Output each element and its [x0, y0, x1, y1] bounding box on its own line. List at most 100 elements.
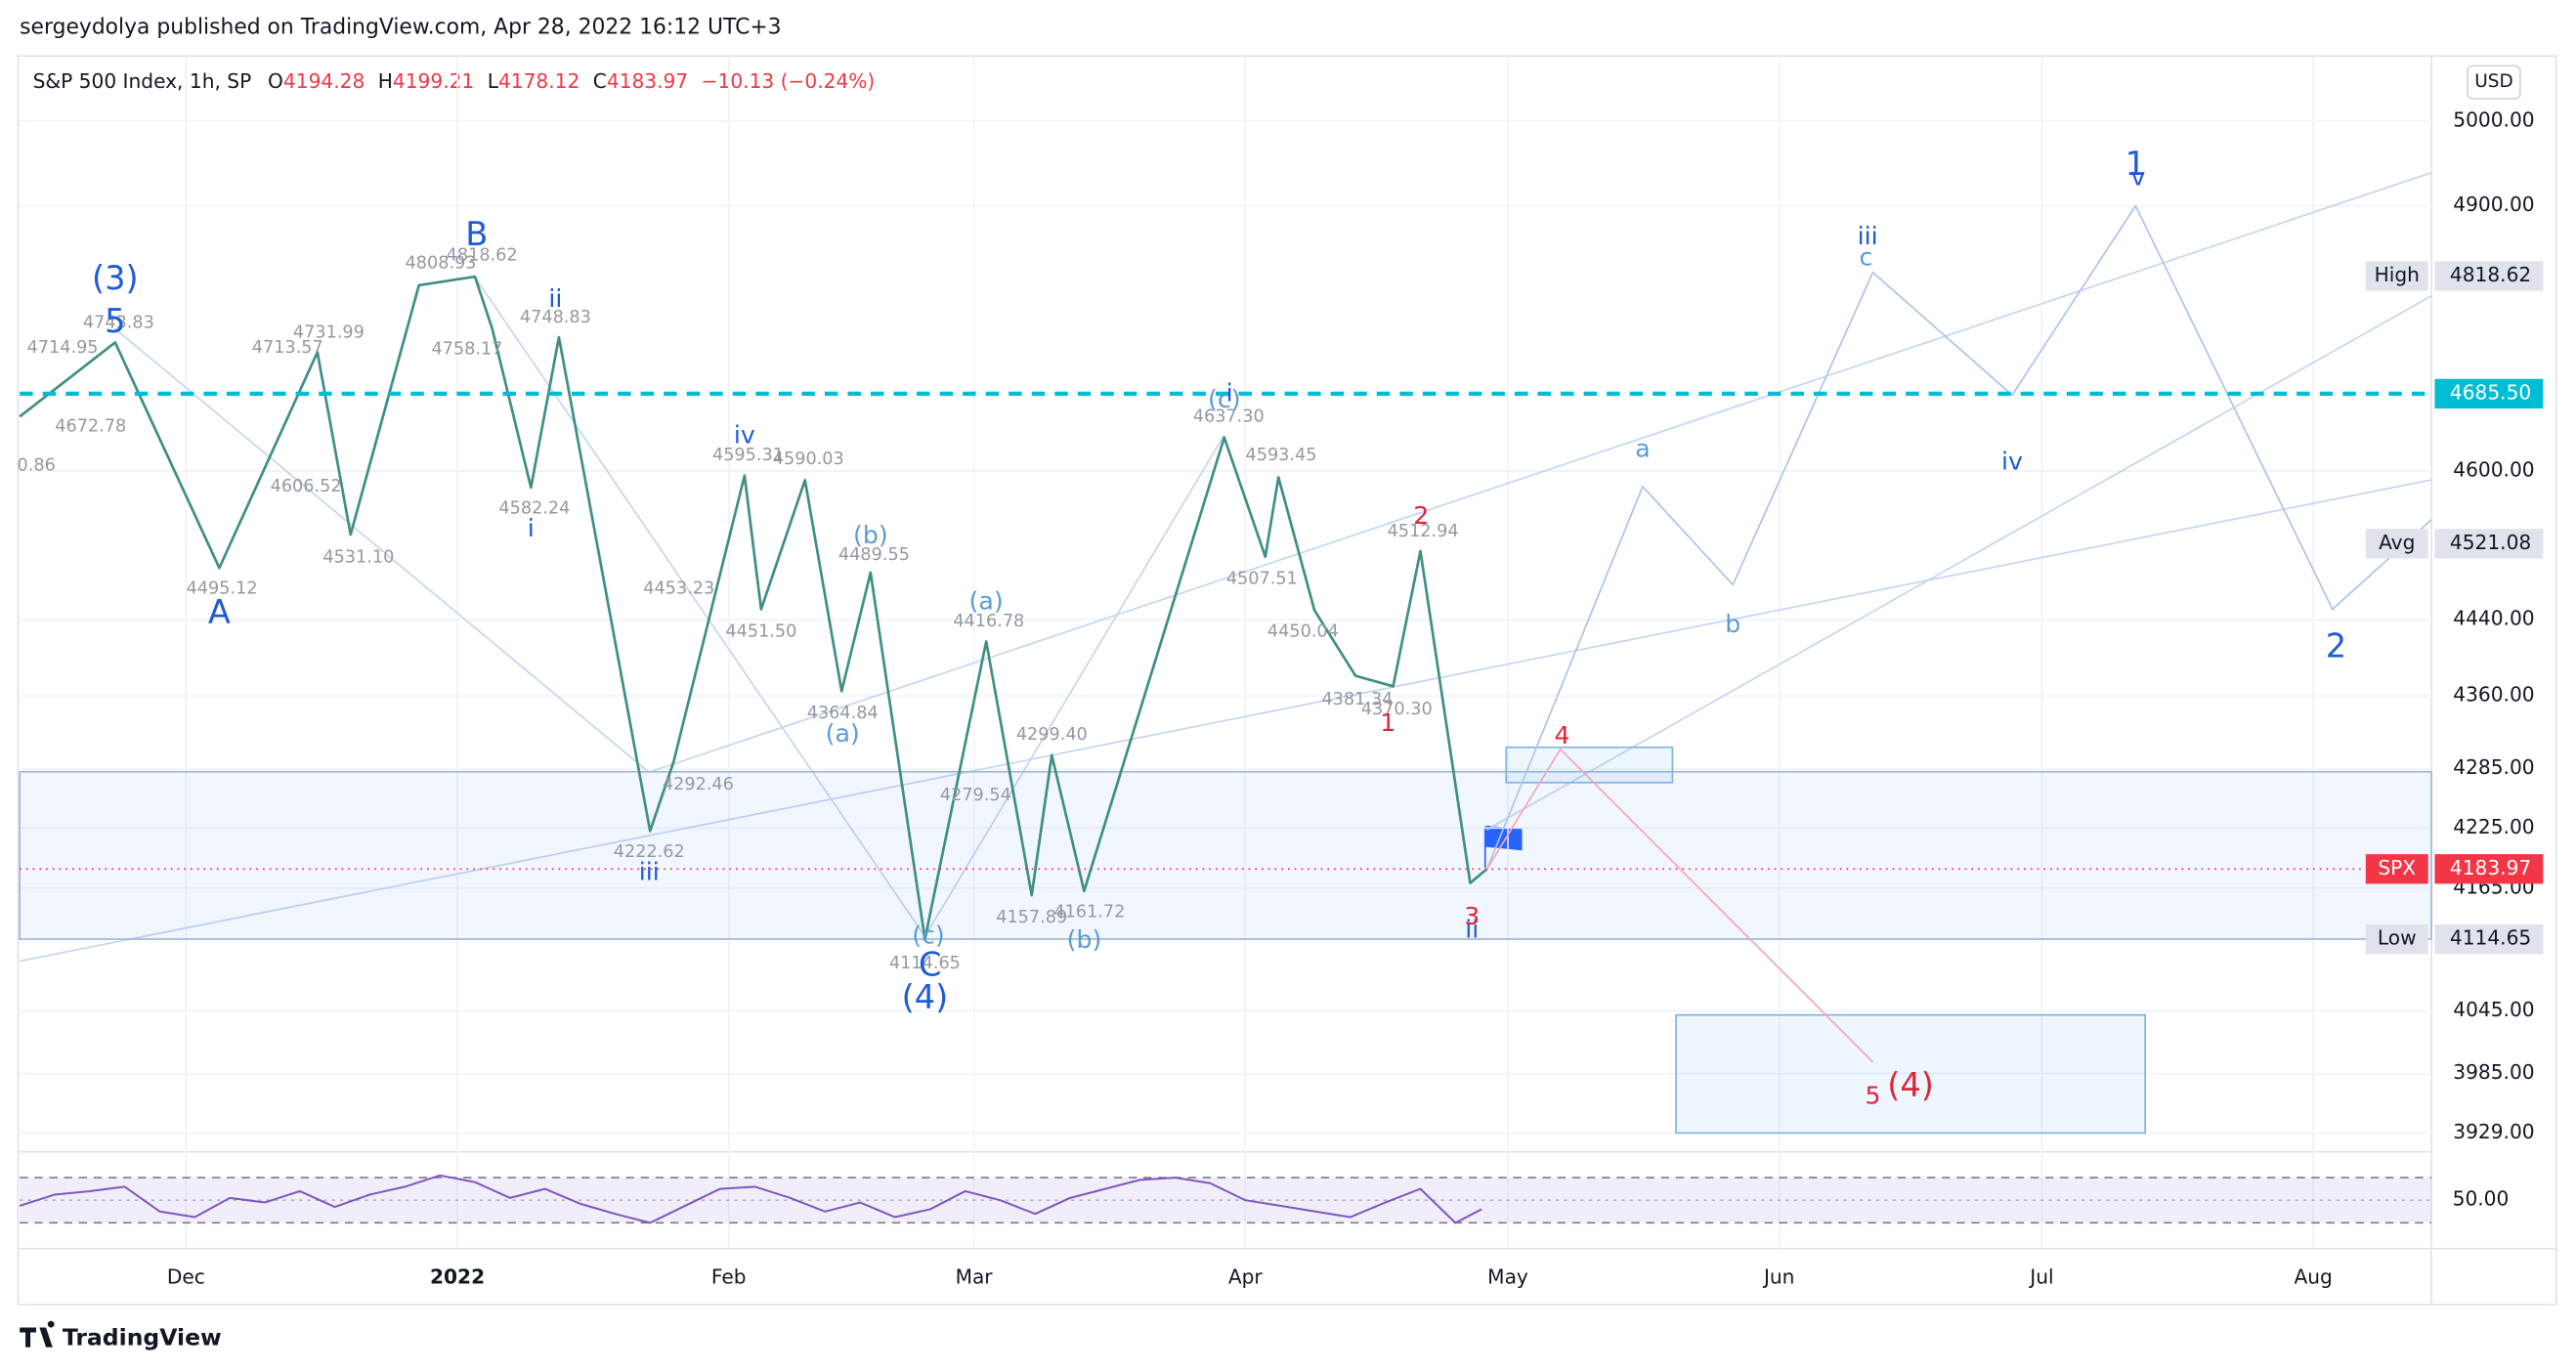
price-label: 4114.65: [889, 954, 961, 973]
wave-label: (b): [1067, 925, 1102, 954]
price-label: 4451.50: [725, 622, 796, 642]
price-label: 4364.84: [807, 704, 879, 723]
level-value: 4685.50: [2450, 380, 2531, 404]
legend-row: S&P 500 Index, 1h, SP O4194.28 H4199.21 L41…: [33, 69, 876, 93]
level-name-tag: [2365, 854, 2428, 884]
price-label: 4582.24: [498, 498, 570, 518]
price-label: 4758.17: [431, 340, 502, 360]
wave-label-major: (4): [902, 978, 949, 1016]
publisher: sergeydolya published on TradingView.com…: [20, 16, 781, 40]
price-label: 4743.83: [83, 314, 154, 333]
wave-label: (c): [1208, 385, 1241, 413]
wave-label: (b): [853, 521, 888, 549]
trend-line: [475, 279, 926, 937]
rsi-line: [19, 1174, 1482, 1224]
price-label: 4507.51: [1226, 570, 1298, 589]
price-label: 4416.78: [953, 612, 1024, 631]
level-value: 4521.08: [2450, 531, 2531, 554]
ohlc-name: H: [378, 69, 393, 93]
y-tick-label: 4900.00: [2453, 193, 2534, 216]
trend-lines: [20, 171, 2432, 963]
y-tick-label: 3985.00: [2453, 1060, 2534, 1084]
ohlc-value: 4183.97: [607, 69, 688, 93]
target-box: [1675, 1013, 2146, 1135]
x-tick-label: 2022: [430, 1265, 485, 1289]
level-tag: [2434, 529, 2544, 559]
trend-line: [923, 435, 1225, 937]
level-tag: [2434, 923, 2544, 955]
price-label: 4370.30: [1361, 700, 1433, 719]
wave-label: i: [528, 514, 535, 542]
wave-label: a: [1635, 435, 1650, 463]
y-tick-label: 4600.00: [2453, 458, 2534, 482]
wave-label: 1: [1380, 708, 1395, 737]
level-name: SPX: [2378, 856, 2416, 879]
x-tick-label: Feb: [711, 1265, 747, 1289]
price-label: 4595.31: [712, 446, 784, 465]
level-tag: [2434, 854, 2544, 884]
y-tick-label: 5000.00: [2453, 107, 2534, 131]
level-name: Low: [2378, 926, 2417, 950]
wave-label: i: [1226, 378, 1233, 407]
range-band: [19, 770, 2432, 940]
price-line: [1485, 204, 2432, 870]
ohlc-value: 4194.28: [283, 69, 365, 93]
level-name-tag: [2365, 923, 2428, 955]
wave-label: 3: [1464, 902, 1480, 930]
x-tick-label: Mar: [956, 1265, 994, 1289]
wave-label: c: [1859, 242, 1872, 271]
wave-label-major: (4): [1887, 1066, 1934, 1104]
x-tick-label: Aug: [2294, 1265, 2332, 1289]
y-tick-label: 4440.00: [2453, 607, 2534, 630]
price-label: 4606.52: [271, 477, 342, 496]
wave-label: b: [1725, 610, 1740, 638]
wave-label: (c): [912, 922, 945, 950]
ohlc-name: L: [488, 69, 499, 93]
rsi-band: [20, 1178, 2432, 1223]
price-label: 4808.93: [406, 254, 477, 274]
ohlc-name: O: [268, 69, 283, 93]
trend-line: [648, 171, 2432, 774]
currency[interactable]: USD: [2474, 71, 2513, 92]
currency-button[interactable]: [2467, 64, 2521, 100]
price-label: 4593.45: [1246, 446, 1317, 465]
wave-label: iii: [1858, 222, 1878, 250]
price-line: [19, 275, 1488, 941]
price-label: 4381.34: [1321, 690, 1393, 709]
wave-label-major: (3): [92, 259, 139, 297]
wave-label-major: 2: [2326, 627, 2346, 665]
price-label: 4748.83: [520, 308, 591, 327]
level-name-tag: [2365, 261, 2428, 291]
price-label: 4637.30: [1193, 407, 1265, 426]
level-name: Avg: [2379, 531, 2415, 554]
symbol: S&P 500 Index, 1h, SP: [33, 69, 252, 93]
logo: [20, 1320, 55, 1348]
wave-label: (a): [826, 719, 860, 748]
price-label: 4512.94: [1388, 522, 1459, 541]
y-tick-label: 3929.00: [2453, 1120, 2534, 1143]
level-tag: [2434, 378, 2544, 409]
frame: [17, 55, 2557, 1306]
price-label: 4222.62: [614, 842, 685, 862]
wave-label: 2: [1413, 501, 1429, 530]
level-value: 4183.97: [2450, 856, 2531, 879]
wave-label-major: 1: [2125, 145, 2146, 183]
wave-label: ii: [548, 284, 562, 313]
price-label: 4279.54: [940, 786, 1011, 805]
trend-line: [20, 479, 2432, 963]
price-label: 4450.04: [1267, 622, 1339, 642]
level-name-tag: [2365, 529, 2428, 559]
brand: TradingView: [63, 1324, 222, 1351]
change: −10.13 (−0.24%): [702, 69, 876, 93]
price-label: 4299.40: [1016, 725, 1088, 745]
x-tick-label: Apr: [1228, 1265, 1264, 1289]
x-tick-label: May: [1487, 1265, 1528, 1289]
price-line: [1485, 748, 1874, 1063]
price-label: 0.86: [18, 455, 56, 475]
price-label: 4495.12: [187, 579, 258, 598]
price-label: 4590.03: [773, 450, 844, 469]
wave-label-major: B: [465, 215, 488, 253]
price-label: 4818.62: [447, 246, 518, 266]
